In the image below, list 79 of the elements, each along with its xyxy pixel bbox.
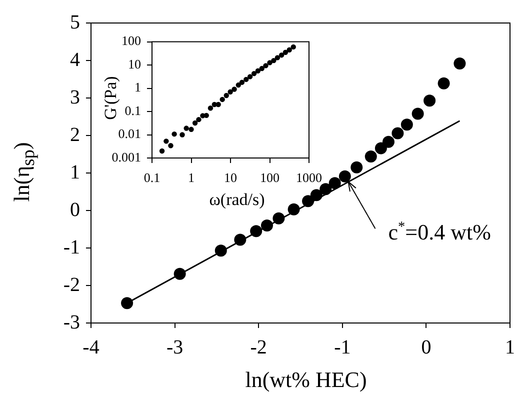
point xyxy=(320,183,332,196)
point xyxy=(239,80,245,85)
point xyxy=(188,126,194,132)
x-tick-label: -2 xyxy=(250,336,267,358)
point xyxy=(224,92,229,98)
x-tick-label: 1000 xyxy=(296,170,322,186)
point xyxy=(260,220,273,232)
point xyxy=(216,102,221,108)
point xyxy=(288,203,300,216)
x-tick-label: -3 xyxy=(166,336,184,358)
point xyxy=(255,68,261,74)
y-tick-label: -3 xyxy=(63,311,80,334)
x-axis-title: ln(wt% HEC) xyxy=(245,367,367,393)
point xyxy=(278,52,284,58)
point xyxy=(400,118,413,131)
annotation: c*=0.4 wt% xyxy=(388,218,491,245)
point xyxy=(247,74,253,80)
point xyxy=(228,89,233,94)
point xyxy=(180,132,185,138)
y-tick-label: 100 xyxy=(122,33,141,48)
point xyxy=(424,94,436,107)
x-axis-title: ω(rad/s) xyxy=(209,190,265,210)
point xyxy=(271,58,276,64)
y-tick-label: 0.001 xyxy=(112,149,141,164)
y-tick-label: 3 xyxy=(70,86,80,108)
x-tick-label: 0 xyxy=(421,336,432,358)
point xyxy=(263,63,268,68)
y-tick-label: 4 xyxy=(70,48,80,71)
point xyxy=(250,225,262,238)
point xyxy=(338,170,351,182)
point xyxy=(282,50,288,55)
point xyxy=(438,77,450,90)
point xyxy=(392,127,404,140)
y-tick-label: 5 xyxy=(70,11,80,34)
x-tick-label: 1 xyxy=(188,170,194,186)
point xyxy=(121,297,134,310)
x-tick-label: 0.1 xyxy=(144,170,160,186)
point xyxy=(232,86,237,92)
x-tick-label: 10 xyxy=(224,170,237,186)
point xyxy=(220,96,225,102)
y-tick-label: 0.01 xyxy=(118,126,141,142)
y-tick-label: 2 xyxy=(70,124,80,146)
point xyxy=(259,66,264,72)
point xyxy=(234,234,246,246)
x-tick-label: 100 xyxy=(260,170,280,186)
point xyxy=(272,212,285,224)
point xyxy=(204,112,209,118)
point xyxy=(244,76,249,82)
y-tick-label: 0.1 xyxy=(124,102,141,118)
y-tick-label: -2 xyxy=(63,274,80,296)
point xyxy=(208,106,214,111)
point xyxy=(382,136,394,148)
point xyxy=(267,60,272,66)
point xyxy=(214,244,227,257)
x-tick-label: -1 xyxy=(334,336,351,358)
y-axis-title: G'(Pa) xyxy=(101,76,121,120)
y-tick-label: 0 xyxy=(70,198,80,221)
y-tick-label: -1 xyxy=(63,236,80,258)
point xyxy=(364,150,377,162)
point xyxy=(286,47,292,52)
y-tick-label: 1 xyxy=(134,80,141,95)
point xyxy=(374,142,387,154)
point xyxy=(310,189,322,202)
point xyxy=(328,177,341,190)
point xyxy=(350,161,363,174)
point xyxy=(184,126,189,131)
x-tick-label: -4 xyxy=(82,336,100,358)
point xyxy=(274,55,280,60)
point xyxy=(412,108,424,120)
point xyxy=(174,268,186,280)
point xyxy=(236,82,242,88)
point xyxy=(454,58,466,70)
point xyxy=(251,70,257,76)
point xyxy=(192,120,198,126)
point xyxy=(302,195,314,208)
point xyxy=(290,44,296,50)
y-tick-label: 10 xyxy=(128,56,141,72)
point xyxy=(196,116,202,122)
x-tick-label: 1 xyxy=(505,336,515,358)
